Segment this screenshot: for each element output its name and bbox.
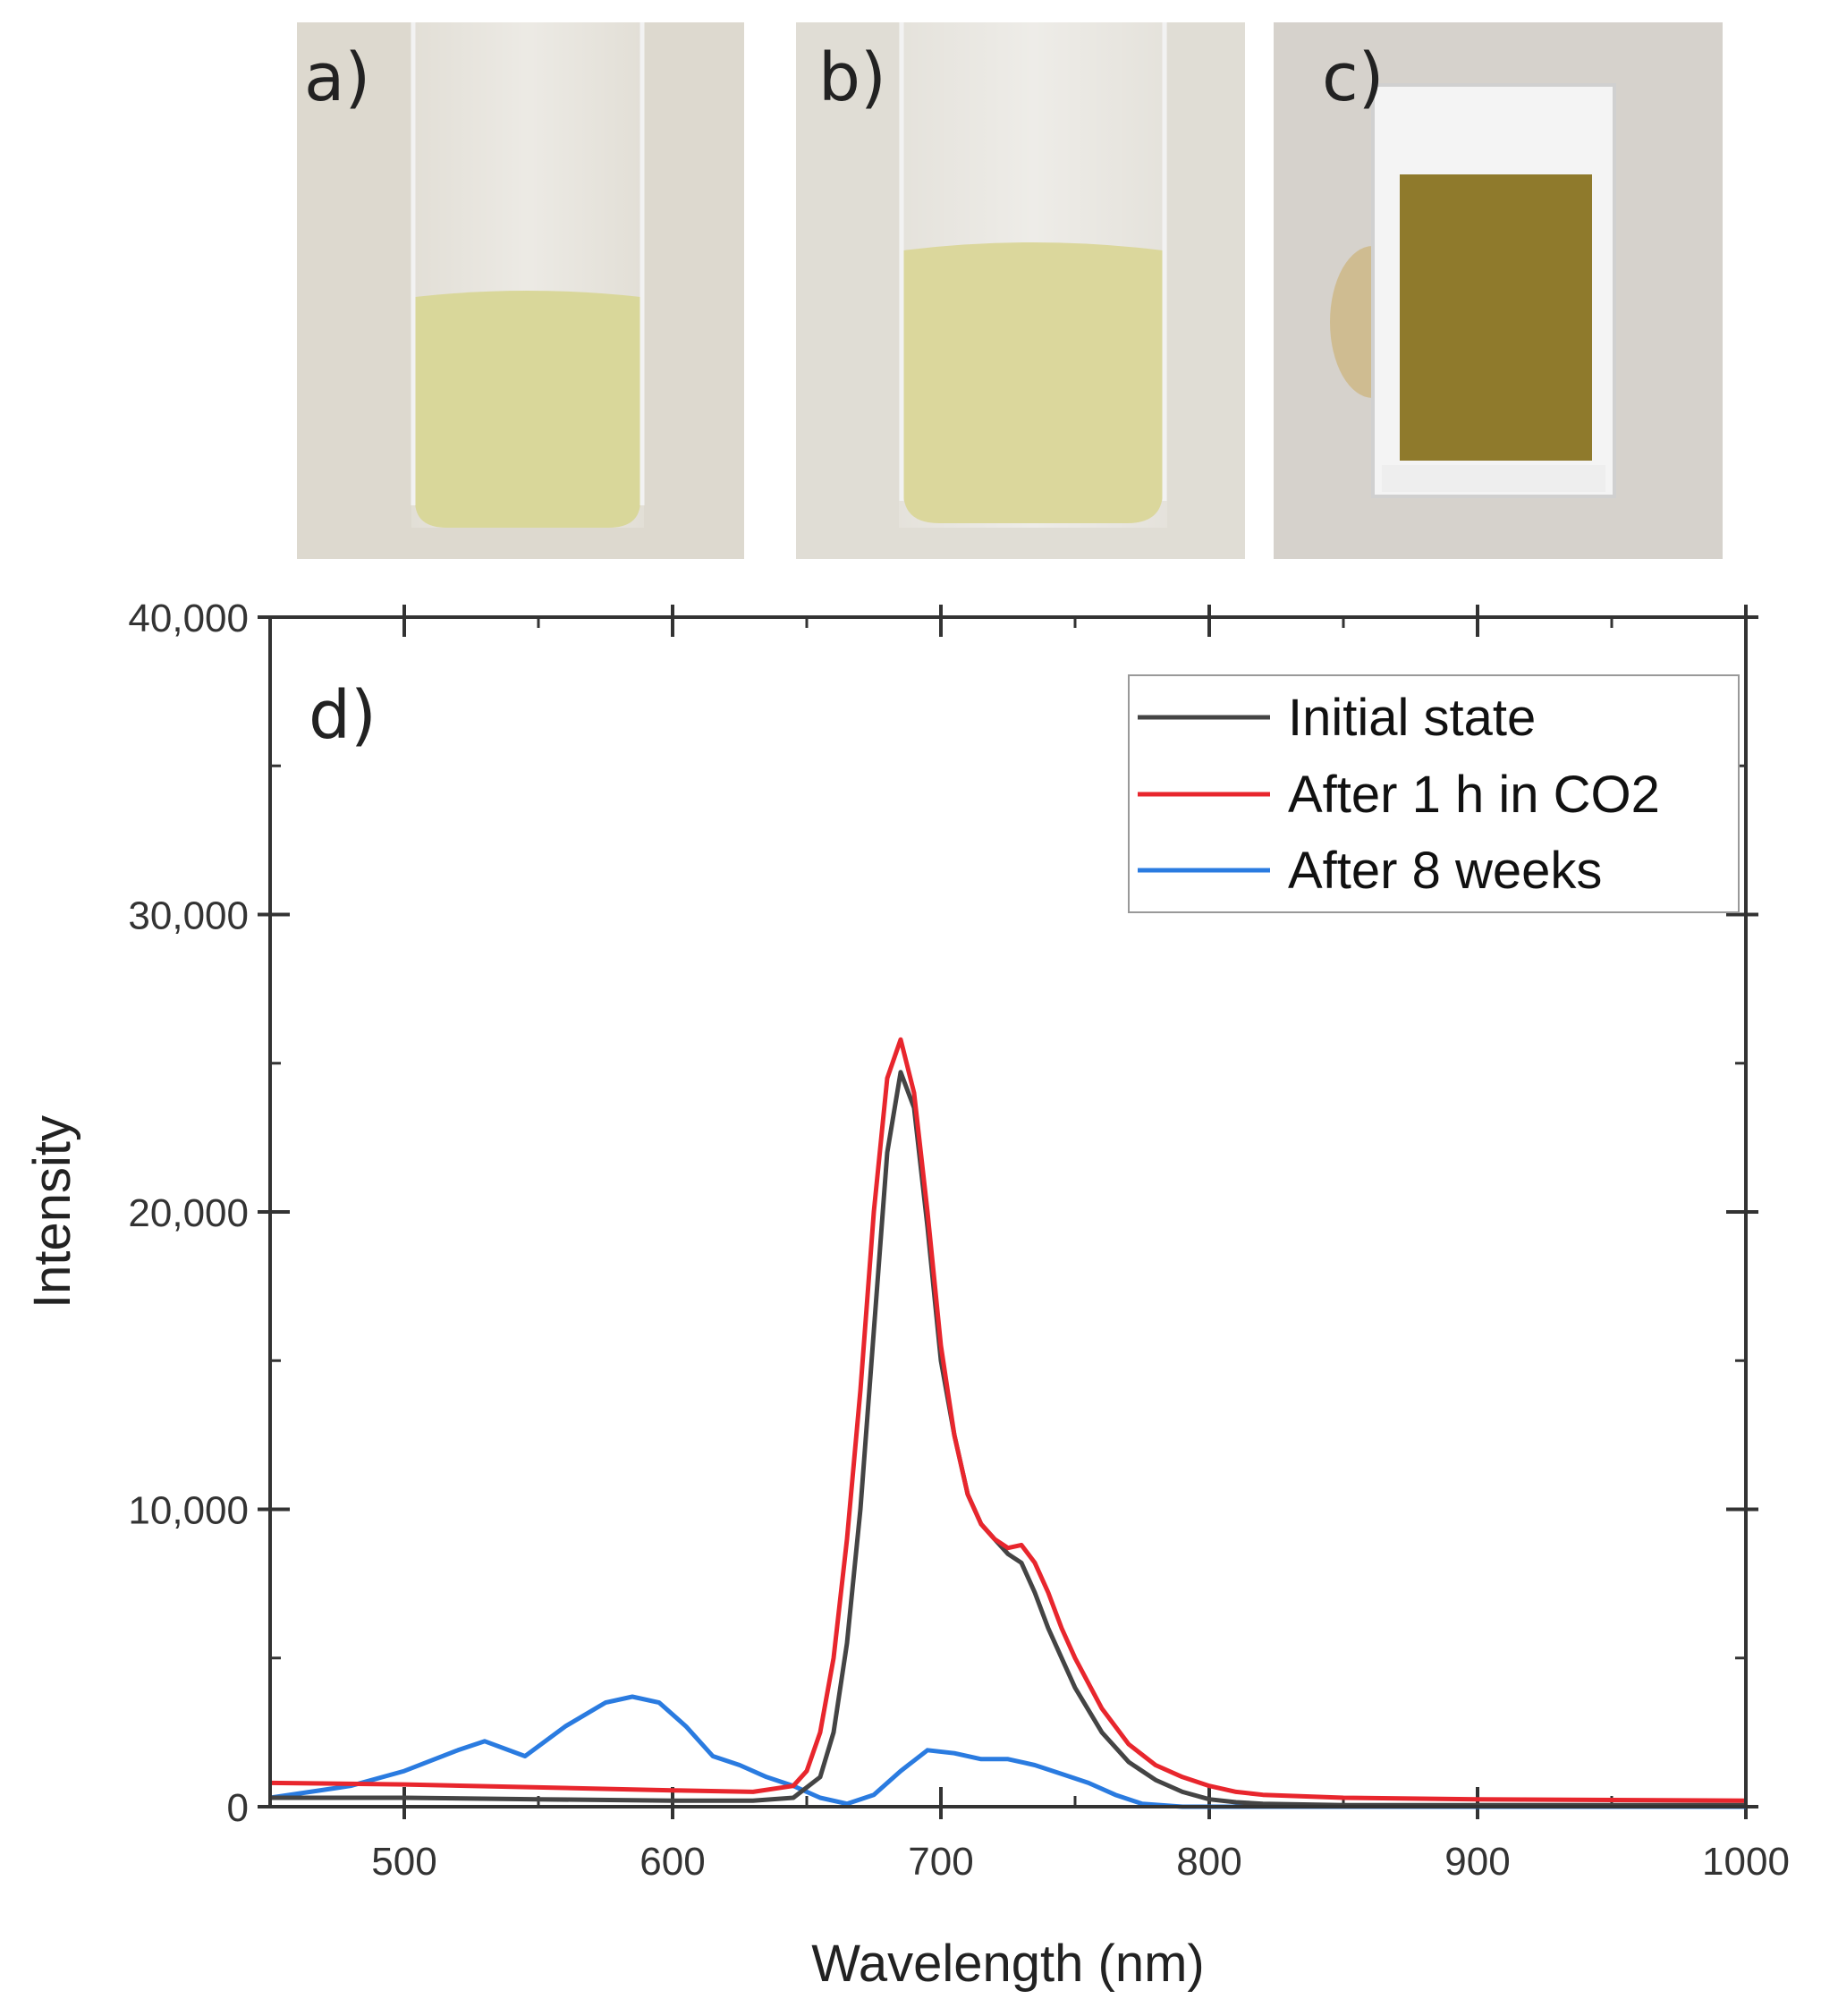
x-tick-label: 500 bbox=[371, 1840, 436, 1884]
series-line-after-1-h-in-co2 bbox=[269, 1037, 1747, 1803]
panel-label-d: d) bbox=[309, 677, 377, 754]
x-tick-label: 800 bbox=[1176, 1840, 1241, 1884]
y-tick-label: 0 bbox=[227, 1786, 249, 1830]
tube-liquid bbox=[903, 242, 1163, 523]
series-lines bbox=[269, 1037, 1747, 1809]
series-line-initial-state bbox=[270, 1070, 1746, 1808]
x-tick-label: 700 bbox=[908, 1840, 973, 1884]
plot-frame bbox=[268, 615, 1748, 1808]
x-axis-title: Wavelength (nm) bbox=[811, 1935, 1204, 1993]
legend-label-after-8-weeks: After 8 weeks bbox=[1288, 842, 1602, 900]
series-line-after-8-weeks bbox=[269, 1694, 1746, 1809]
tube-liquid bbox=[415, 291, 640, 528]
photo-panel-b: b) bbox=[796, 22, 1245, 559]
y-axis-title: Intensity bbox=[23, 1115, 81, 1309]
legend-label-after-1h-co2: After 1 h in CO2 bbox=[1288, 766, 1660, 824]
photo-panel-a: a) bbox=[297, 22, 744, 559]
x-tick-label: 1000 bbox=[1702, 1840, 1790, 1884]
legend-label-initial-state: Initial state bbox=[1288, 689, 1536, 747]
x-tick-label: 600 bbox=[639, 1840, 705, 1884]
panel-label-c: c) bbox=[1322, 39, 1385, 116]
emission-spectrum-chart: 500 600 700 800 900 1000 0 10,000 20,000 30,000 4… bbox=[23, 597, 1790, 1993]
x-tick-label: 900 bbox=[1444, 1840, 1510, 1884]
panel-label-b: b) bbox=[818, 39, 886, 116]
cuvette-liquid bbox=[1400, 174, 1592, 461]
x-tick-labels: 500 600 700 800 900 1000 bbox=[371, 1840, 1790, 1884]
legend: Initial state After 1 h in CO2 After 8 w… bbox=[1128, 674, 1740, 913]
panel-label-a: a) bbox=[304, 39, 370, 116]
photo-panel-c: c) bbox=[1274, 22, 1723, 559]
y-tick-labels: 0 10,000 20,000 30,000 40,000 bbox=[128, 597, 249, 1830]
y-tick-label: 40,000 bbox=[128, 597, 249, 640]
y-tick-label: 20,000 bbox=[128, 1191, 249, 1235]
y-tick-label: 30,000 bbox=[128, 894, 249, 938]
cuvette-bottom bbox=[1382, 465, 1605, 492]
y-tick-label: 10,000 bbox=[128, 1489, 249, 1533]
